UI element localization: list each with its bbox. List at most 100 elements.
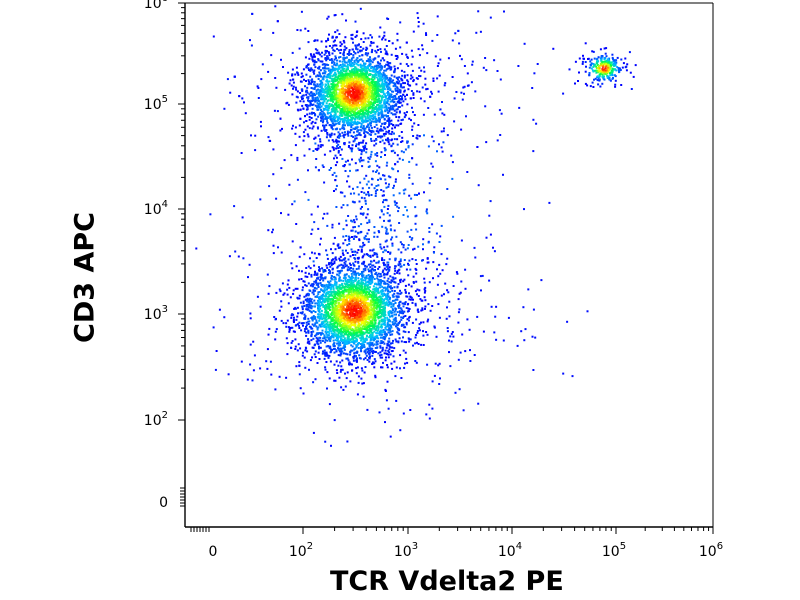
event-dot — [364, 37, 367, 40]
event-dot — [395, 202, 398, 205]
event-dot — [328, 105, 331, 108]
event-dot — [306, 303, 309, 306]
event-dot — [403, 76, 406, 79]
event-dot — [365, 329, 368, 332]
event-dot — [318, 65, 321, 68]
event-dot — [329, 95, 331, 98]
event-dot — [384, 102, 386, 105]
event-dot — [337, 77, 339, 80]
event-dot — [334, 96, 337, 99]
event-dot — [330, 264, 333, 267]
event-dot — [279, 129, 282, 132]
event-dot — [376, 127, 379, 130]
event-dot — [310, 275, 313, 278]
event-dot — [372, 116, 375, 119]
event-dot — [308, 80, 310, 83]
event-dot — [403, 70, 406, 73]
event-dot — [414, 336, 417, 339]
event-dot — [315, 90, 318, 93]
event-dot — [332, 339, 335, 342]
event-dot — [352, 88, 355, 91]
event-dot — [377, 55, 380, 58]
event-dot — [356, 91, 359, 94]
event-dot — [350, 57, 353, 60]
event-dot — [310, 100, 313, 102]
event-dot — [340, 269, 343, 272]
event-dot — [325, 336, 327, 339]
event-dot — [301, 306, 304, 309]
event-dot — [334, 88, 337, 91]
event-dot — [395, 81, 398, 83]
event-dot — [374, 360, 377, 363]
event-dot — [323, 125, 326, 128]
event-dot — [384, 109, 387, 112]
event-dot — [325, 129, 328, 131]
event-dot — [360, 110, 363, 113]
event-dot — [307, 96, 310, 99]
event-dot — [410, 49, 413, 52]
event-dot — [307, 79, 310, 82]
event-dot — [412, 80, 415, 83]
event-dot — [417, 343, 420, 345]
event-dot — [459, 54, 461, 57]
event-dot — [347, 117, 350, 120]
event-dot — [379, 279, 382, 281]
event-dot — [319, 60, 322, 63]
event-dot — [376, 91, 379, 94]
event-dot — [370, 272, 373, 275]
event-dot — [377, 114, 380, 117]
event-dot — [361, 127, 364, 130]
event-dot — [342, 124, 345, 127]
event-dot — [386, 303, 389, 306]
event-dot — [334, 103, 337, 106]
event-dot — [362, 32, 365, 35]
event-dot — [365, 91, 368, 94]
event-dot — [309, 75, 312, 78]
event-dot — [393, 75, 396, 78]
event-dot — [267, 292, 270, 295]
event-dot — [363, 120, 366, 123]
event-dot — [345, 99, 348, 102]
event-dot — [471, 60, 474, 63]
event-dot — [304, 346, 307, 349]
event-dot — [370, 102, 373, 105]
event-dot — [337, 105, 340, 108]
event-dot — [261, 63, 264, 66]
event-dot — [350, 134, 353, 137]
event-dot — [389, 105, 392, 108]
event-dot — [334, 114, 337, 117]
event-dot — [223, 107, 226, 110]
event-dot — [336, 342, 339, 345]
event-dot — [370, 95, 373, 98]
event-dot — [346, 65, 349, 68]
event-dot — [332, 148, 335, 151]
event-dot — [352, 101, 354, 104]
event-dot — [316, 39, 319, 42]
event-dot — [352, 131, 355, 134]
event-dot — [377, 106, 380, 109]
event-dot — [318, 106, 321, 109]
event-dot — [341, 317, 344, 320]
event-dot — [321, 352, 324, 355]
event-dot — [367, 82, 369, 85]
event-dot — [374, 351, 377, 353]
event-dot — [372, 120, 375, 123]
event-dot — [360, 38, 363, 41]
event-dot — [303, 154, 306, 157]
event-dot — [377, 340, 380, 343]
event-dot — [340, 98, 343, 101]
event-dot — [368, 360, 371, 363]
event-dot — [238, 95, 241, 98]
event-dot — [313, 61, 316, 64]
event-dot — [375, 304, 378, 307]
event-dot — [314, 97, 317, 100]
event-dot — [323, 72, 326, 75]
event-dot — [317, 104, 320, 107]
event-dot — [390, 74, 393, 77]
event-dot — [371, 352, 374, 355]
event-dot — [402, 100, 405, 103]
event-dot — [337, 316, 340, 318]
event-dot — [390, 303, 393, 306]
event-dot — [332, 40, 335, 43]
